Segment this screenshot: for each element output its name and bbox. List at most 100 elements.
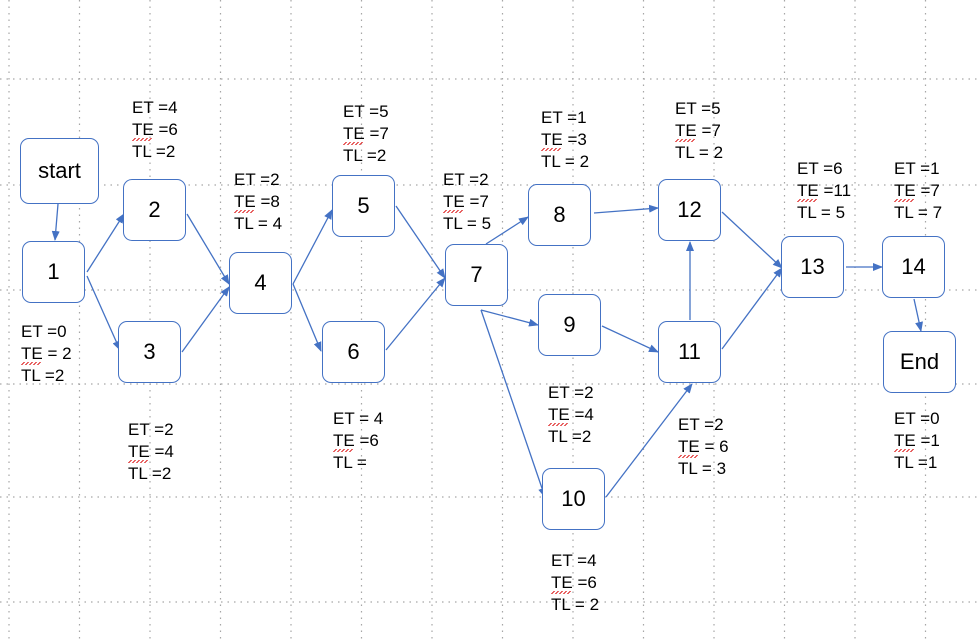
node-5-label: 5 bbox=[357, 193, 370, 218]
tl-value: TL = 5 bbox=[797, 203, 846, 222]
te-value: TE =7 bbox=[343, 123, 389, 145]
edge-n10-n11 bbox=[605, 383, 693, 498]
edge-n2-n4 bbox=[186, 213, 230, 285]
node-5[interactable]: 5 bbox=[332, 175, 395, 237]
node-9[interactable]: 9 bbox=[538, 294, 601, 356]
edge-n3-n4 bbox=[181, 286, 230, 353]
et-value: ET =1 bbox=[541, 108, 587, 127]
node-12[interactable]: 12 bbox=[658, 179, 721, 241]
tl-value: TL = 5 bbox=[443, 214, 492, 233]
node-6-label: 6 bbox=[347, 339, 360, 364]
node-end[interactable]: End bbox=[883, 331, 956, 393]
node-7[interactable]: 7 bbox=[445, 244, 508, 306]
node-7-label: 7 bbox=[470, 262, 483, 287]
et-value: ET =1 bbox=[894, 159, 940, 178]
node-start-label: start bbox=[38, 158, 81, 183]
annotation-node-13: ET =6 TE =11 TL = 5 bbox=[797, 158, 852, 224]
edge-n6-n7 bbox=[385, 277, 446, 351]
te-value: TE =11 bbox=[797, 180, 852, 202]
edge-n1-n3 bbox=[86, 275, 121, 351]
tl-value: TL =2 bbox=[21, 366, 65, 385]
node-11[interactable]: 11 bbox=[658, 321, 721, 383]
edge-n7-n8 bbox=[485, 216, 529, 245]
node-1[interactable]: 1 bbox=[22, 241, 85, 303]
annotation-node-14: ET =1 TE =7 TL = 7 bbox=[894, 158, 942, 224]
node-14-label: 14 bbox=[901, 254, 926, 279]
edge-n11-n13 bbox=[721, 267, 783, 350]
edge-start-n1 bbox=[51, 203, 60, 241]
tl-value: TL =2 bbox=[128, 464, 172, 483]
edge-n8-n12 bbox=[593, 204, 659, 214]
et-value: ET =2 bbox=[234, 170, 280, 189]
annotation-node-1: ET =0 TE = 2 TL =2 bbox=[21, 321, 72, 387]
annotation-node-8: ET =1 TE =3 TL = 2 bbox=[541, 107, 589, 173]
annotation-node-3: ET =2 TE =4 TL =2 bbox=[128, 419, 174, 485]
te-value: TE =7 bbox=[443, 191, 489, 213]
node-3[interactable]: 3 bbox=[118, 321, 181, 383]
et-value: ET =0 bbox=[21, 322, 67, 341]
node-12-label: 12 bbox=[677, 197, 702, 222]
node-13-label: 13 bbox=[800, 254, 825, 279]
tl-value: TL = 3 bbox=[678, 459, 727, 478]
tl-value: TL =2 bbox=[132, 142, 176, 161]
edge-n4-n6 bbox=[292, 283, 322, 352]
tl-value: TL = bbox=[333, 453, 367, 472]
annotation-node-12: ET =5 TE =7 TL = 2 bbox=[675, 98, 723, 164]
te-value: TE =4 bbox=[548, 404, 594, 426]
et-value: ET =4 bbox=[132, 98, 178, 117]
node-end-label: End bbox=[899, 349, 940, 374]
annotation-node-4: ET =2 TE =8 TL = 4 bbox=[234, 169, 282, 235]
node-2[interactable]: 2 bbox=[123, 179, 186, 241]
tl-value: TL = 7 bbox=[894, 203, 943, 222]
tl-value: TL = 2 bbox=[541, 152, 590, 171]
te-value: TE =6 bbox=[333, 430, 379, 452]
annotation-node-7: ET =2 TE =7 TL = 5 bbox=[443, 169, 491, 235]
et-value: ET = 4 bbox=[333, 409, 384, 428]
te-value: TE = 6 bbox=[678, 436, 729, 458]
node-start[interactable]: start bbox=[20, 138, 99, 204]
node-10[interactable]: 10 bbox=[542, 468, 605, 530]
te-value: TE =1 bbox=[894, 430, 940, 452]
te-value: TE =4 bbox=[128, 441, 174, 463]
et-value: ET =6 bbox=[797, 159, 843, 178]
tl-value: TL = 2 bbox=[551, 595, 600, 614]
edge-n4-n5 bbox=[292, 209, 333, 285]
annotation-node-10: ET =4 TE =6 TL = 2 bbox=[551, 550, 599, 616]
node-8[interactable]: 8 bbox=[528, 184, 591, 246]
node-1-label: 1 bbox=[47, 259, 60, 284]
annotation-node-end: ET =0 TE =1 TL =1 bbox=[894, 408, 940, 474]
annotation-node-2: ET =4 TE =6 TL =2 bbox=[132, 97, 178, 163]
te-value: TE =6 bbox=[551, 572, 597, 594]
annotation-node-6: ET = 4 TE =6 TL = bbox=[333, 408, 383, 474]
edge-n14-end bbox=[913, 298, 923, 332]
te-value: TE =7 bbox=[675, 120, 721, 142]
tl-value: TL =2 bbox=[548, 427, 592, 446]
et-value: ET =2 bbox=[548, 383, 594, 402]
tl-value: TL =1 bbox=[894, 453, 938, 472]
edge-n9-n11 bbox=[601, 325, 659, 353]
node-11-label: 11 bbox=[678, 339, 701, 364]
annotation-node-11: ET =2 TE = 6 TL = 3 bbox=[678, 414, 729, 480]
et-value: ET =4 bbox=[551, 551, 597, 570]
annotation-node-5: ET =5 TE =7 TL =2 bbox=[343, 101, 389, 167]
node-6[interactable]: 6 bbox=[322, 321, 385, 383]
tl-value: TL =2 bbox=[343, 146, 387, 165]
et-value: ET =5 bbox=[675, 99, 721, 118]
node-10-label: 10 bbox=[561, 486, 586, 511]
node-14[interactable]: 14 bbox=[882, 236, 945, 298]
node-13[interactable]: 13 bbox=[781, 236, 844, 298]
et-value: ET =2 bbox=[443, 170, 489, 189]
annotation-node-9: ET =2 TE =4 TL =2 bbox=[548, 382, 594, 448]
edge-n1-n2 bbox=[86, 213, 125, 273]
edge-n7-n10 bbox=[480, 309, 546, 498]
et-value: ET =0 bbox=[894, 409, 940, 428]
edge-n12-n13 bbox=[721, 211, 783, 269]
node-2-label: 2 bbox=[148, 197, 161, 222]
te-value: TE =8 bbox=[234, 191, 280, 213]
tl-value: TL = 2 bbox=[675, 143, 724, 162]
node-4[interactable]: 4 bbox=[229, 252, 292, 314]
node-8-label: 8 bbox=[553, 202, 566, 227]
edge-n5-n7 bbox=[395, 205, 446, 279]
